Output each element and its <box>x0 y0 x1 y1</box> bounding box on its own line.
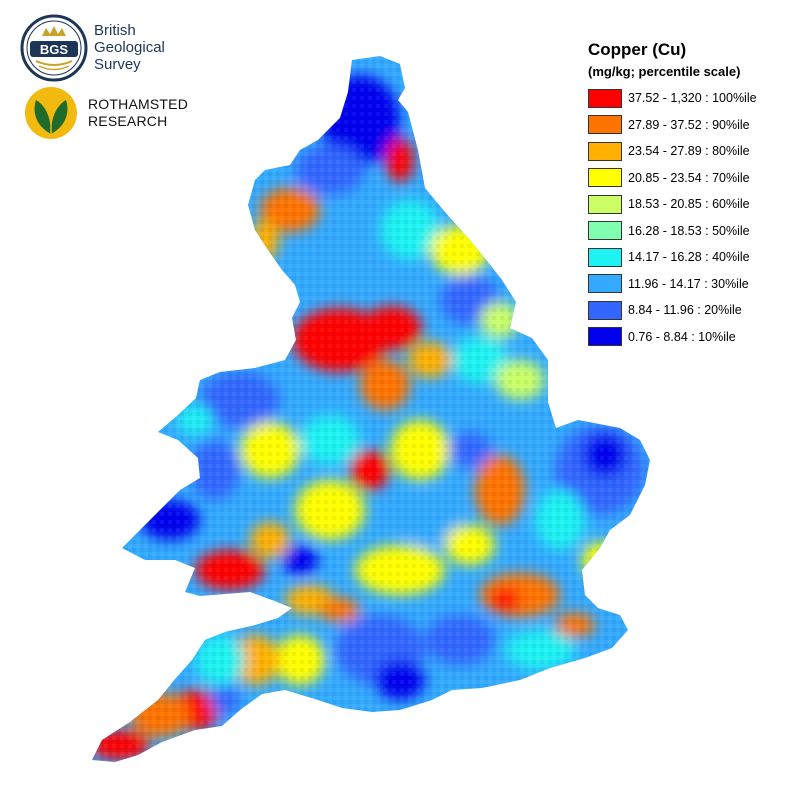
bgs-seal-text: BGS <box>40 42 69 57</box>
legend-item: 0.76 - 8.84 : 10%ile <box>588 326 793 348</box>
bgs-seal-icon: BGS <box>20 14 88 82</box>
legend-swatch <box>588 168 622 187</box>
legend-label: 0.76 - 8.84 : 10%ile <box>628 329 736 344</box>
bgs-logo: BGS British Geological Survey <box>20 14 210 84</box>
legend-item: 20.85 - 23.54 : 70%ile <box>588 167 793 189</box>
legend-label: 20.85 - 23.54 : 70%ile <box>628 170 750 185</box>
legend-item: 37.52 - 1,320 : 100%ile <box>588 87 793 109</box>
legend-swatch <box>588 274 622 293</box>
rothamsted-logo: ROTHAMSTED RESEARCH <box>24 86 214 142</box>
bgs-line-3: Survey <box>94 56 141 73</box>
legend-title: Copper (Cu) <box>588 40 687 59</box>
legend-label: 16.28 - 18.53 : 50%ile <box>628 223 750 238</box>
legend-item: 8.84 - 11.96 : 20%ile <box>588 299 793 321</box>
rothamsted-line-2: RESEARCH <box>88 113 168 129</box>
legend-swatch <box>588 221 622 240</box>
legend-swatch <box>588 247 622 267</box>
rothamsted-line-1: ROTHAMSTED <box>88 96 188 112</box>
bgs-wordmark: British Geological Survey <box>94 22 165 73</box>
legend-item: 27.89 - 37.52 : 90%ile <box>588 114 793 136</box>
legend-label: 27.89 - 37.52 : 90%ile <box>628 117 750 132</box>
legend-label: 23.54 - 27.89 : 80%ile <box>628 144 750 158</box>
legend-label: 37.52 - 1,320 : 100%ile <box>628 91 757 105</box>
legend-label: 14.17 - 16.28 : 40%ile <box>628 250 750 264</box>
legend-swatch <box>588 115 622 134</box>
legend-item: 14.17 - 16.28 : 40%ile <box>588 246 793 268</box>
legend-item: 18.53 - 20.85 : 60%ile <box>588 193 793 215</box>
map-legend: Copper (Cu) (mg/kg; percentile scale) 37… <box>588 40 793 352</box>
legend-item: 11.96 - 14.17 : 30%ile <box>588 273 793 295</box>
legend-subtitle: (mg/kg; percentile scale) <box>588 64 741 79</box>
legend-swatch <box>588 141 622 161</box>
legend-item: 23.54 - 27.89 : 80%ile <box>588 140 793 162</box>
rothamsted-wordmark: ROTHAMSTED RESEARCH <box>88 96 188 130</box>
legend-swatch <box>588 194 622 214</box>
legend-swatch <box>588 327 622 346</box>
legend-label: 11.96 - 14.17 : 30%ile <box>628 276 749 291</box>
bgs-line-2: Geological <box>94 39 165 56</box>
legend-swatch <box>588 88 622 108</box>
legend-swatch <box>588 300 622 320</box>
legend-items: 37.52 - 1,320 : 100%ile 27.89 - 37.52 : 9… <box>588 87 793 348</box>
bgs-line-1: British <box>94 22 136 39</box>
legend-label: 8.84 - 11.96 : 20%ile <box>628 303 742 317</box>
rothamsted-leaf-icon <box>25 87 77 139</box>
legend-item: 16.28 - 18.53 : 50%ile <box>588 220 793 242</box>
legend-label: 18.53 - 20.85 : 60%ile <box>628 197 750 211</box>
